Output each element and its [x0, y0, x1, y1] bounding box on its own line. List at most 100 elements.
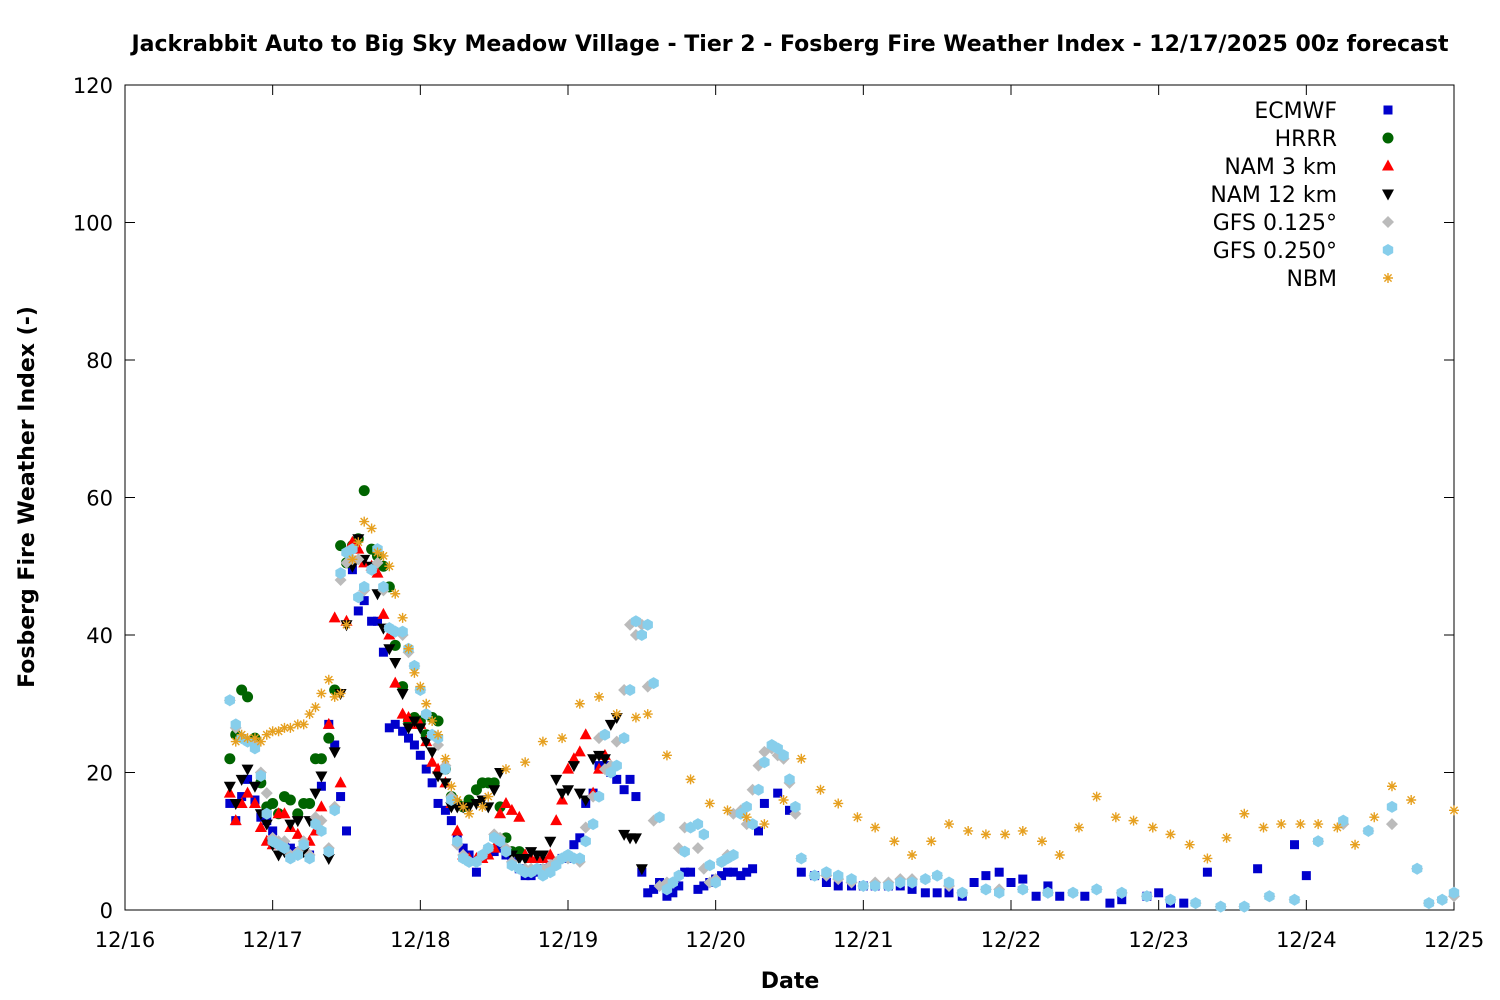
- data-point: [389, 676, 402, 688]
- data-point: [500, 764, 511, 775]
- data-point: [1264, 890, 1275, 903]
- data-point: [1006, 878, 1016, 887]
- data-point: [335, 567, 346, 580]
- data-point: [619, 785, 629, 795]
- legend-label: GFS 0.250°: [1213, 239, 1337, 264]
- data-point: [229, 814, 242, 826]
- data-point: [488, 785, 501, 797]
- data-point: [883, 879, 894, 892]
- data-point: [624, 684, 636, 696]
- data-point: [433, 729, 444, 740]
- data-point: [1117, 895, 1127, 905]
- x-tick-label: 12/21: [833, 928, 894, 952]
- data-point: [569, 840, 579, 850]
- y-tick-label: 120: [73, 74, 113, 98]
- data-point: [759, 819, 770, 830]
- data-point: [1363, 824, 1374, 837]
- data-point: [359, 516, 370, 527]
- data-point: [261, 807, 272, 820]
- data-point: [482, 802, 495, 814]
- data-point: [440, 805, 450, 815]
- data-point: [347, 554, 358, 565]
- data-point: [248, 796, 261, 808]
- data-point: [483, 842, 494, 855]
- data-point: [268, 826, 278, 836]
- data-point: [809, 869, 820, 882]
- data-point: [544, 848, 557, 860]
- data-point: [674, 881, 684, 891]
- data-point: [328, 747, 341, 759]
- data-point: [778, 795, 789, 805]
- data-point: [494, 835, 506, 848]
- axis-ticks: 12/16 12/17 12/18 12/19 12/20 12/21 12/22 12/23…: [73, 74, 1484, 952]
- data-point: [421, 698, 432, 709]
- data-point: [409, 667, 420, 678]
- data-point: [383, 644, 396, 656]
- data-point: [1017, 883, 1028, 896]
- data-point: [693, 884, 703, 894]
- data-point: [402, 723, 415, 735]
- data-point: [292, 719, 303, 730]
- data-point: [1165, 829, 1176, 840]
- x-tick-label: 12/25: [1424, 928, 1485, 952]
- data-point: [323, 732, 335, 744]
- data-point: [1154, 888, 1164, 898]
- data-point: [464, 808, 475, 819]
- data-point: [433, 798, 443, 808]
- data-point: [426, 755, 439, 767]
- data-point: [1313, 819, 1324, 830]
- data-point: [439, 778, 452, 790]
- data-point: [870, 822, 881, 833]
- data-point: [1386, 800, 1398, 813]
- legend-marker: [1382, 244, 1394, 256]
- data-point: [1437, 893, 1448, 906]
- data-point: [452, 795, 463, 805]
- data-point: [580, 835, 591, 848]
- data-point: [267, 726, 278, 737]
- data-point: [446, 781, 457, 792]
- data-point: [636, 629, 647, 641]
- data-point: [1448, 886, 1460, 899]
- data-point: [414, 723, 427, 735]
- data-point: [1184, 839, 1195, 850]
- data-point: [353, 537, 364, 548]
- data-point: [285, 843, 295, 853]
- data-point: [662, 891, 672, 901]
- x-axis-label: Date: [761, 969, 820, 994]
- data-point: [329, 691, 340, 702]
- data-point: [889, 836, 900, 847]
- data-point: [285, 722, 296, 733]
- data-point: [728, 849, 739, 861]
- chart-title: Jackrabbit Auto to Big Sky Meadow Villag…: [129, 32, 1449, 57]
- data-point: [579, 728, 592, 740]
- data-point: [359, 596, 369, 606]
- data-point: [630, 712, 641, 723]
- data-point: [618, 829, 631, 841]
- data-point: [963, 825, 974, 836]
- data-point: [366, 563, 377, 576]
- data-point: [237, 792, 247, 802]
- data-point: [957, 886, 968, 899]
- data-point: [686, 867, 696, 877]
- data-point: [722, 805, 733, 816]
- data-point: [1031, 891, 1041, 901]
- data-point: [784, 773, 795, 786]
- data-point: [463, 802, 476, 814]
- data-point: [249, 733, 260, 744]
- x-tick-label: 12/19: [538, 928, 599, 952]
- data-point: [906, 876, 918, 889]
- data-point: [741, 812, 752, 823]
- data-point: [377, 607, 390, 619]
- data-point: [335, 688, 346, 699]
- data-point: [556, 788, 569, 800]
- data-point: [943, 819, 954, 830]
- data-point: [1290, 840, 1300, 850]
- data-point: [926, 836, 937, 847]
- data-point: [642, 618, 653, 631]
- data-point: [557, 733, 568, 744]
- data-point: [1147, 822, 1158, 833]
- data-point: [304, 709, 315, 720]
- data-point: [567, 752, 580, 764]
- data-point: [525, 847, 538, 859]
- data-point: [994, 867, 1004, 877]
